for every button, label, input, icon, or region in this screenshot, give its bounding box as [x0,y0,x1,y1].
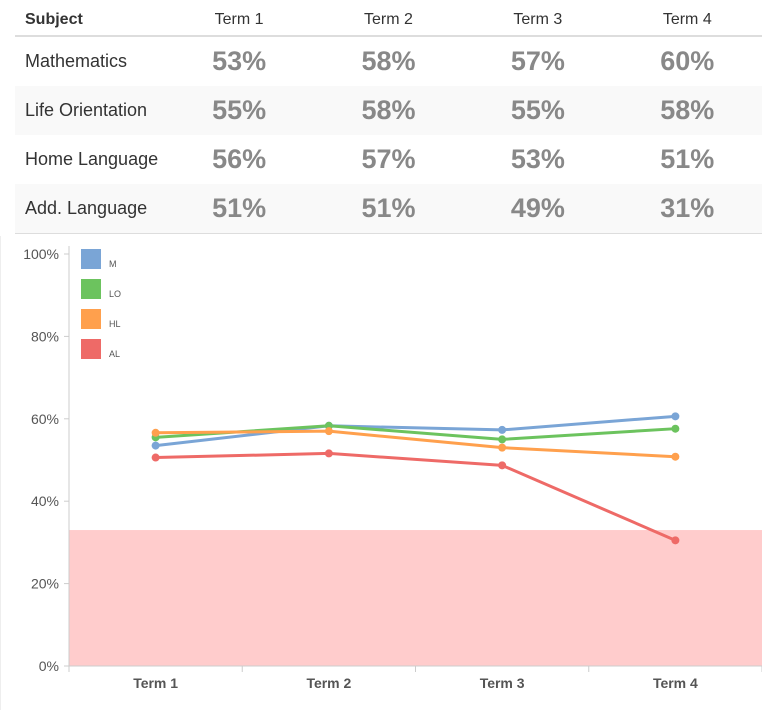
y-tick-label: 100% [23,246,59,262]
series-line-hl [155,429,676,459]
score-cell: 53% [212,46,267,76]
data-point-hl [671,452,680,461]
score-cell: 57% [510,46,565,76]
x-tick-label: Term 4 [653,675,698,691]
data-point-al [498,461,507,470]
series-points [151,412,680,545]
data-point-hl [498,443,507,452]
subject-name: Life Orientation [15,86,165,135]
x-tick-label: Term 1 [133,675,178,691]
threshold-band-layer [69,530,762,666]
score-cell: 49% [463,184,613,234]
table-header-row: Subject Term 1 Term 2 Term 3 Term 4 [15,4,762,37]
score-cell: 55% [164,86,314,135]
data-point-lo [498,435,507,444]
data-point-m [498,425,507,434]
data-point-lo [671,424,680,433]
score-cell: 58% [313,86,464,135]
x-tick-label: Term 2 [306,675,351,691]
series-line-al [155,451,676,542]
series-line-m [155,414,676,448]
header-term-4: Term 4 [612,4,762,37]
y-tick-label: 0% [39,658,59,674]
y-tick-label: 20% [31,576,59,592]
score-cell: 53% [510,144,565,174]
score-cell: 57% [361,144,416,174]
score-cell: 56% [212,144,267,174]
legend-swatch-lo [81,279,101,299]
data-point-al [324,449,333,458]
table-row: Life Orientation 55% 58% 55% 58% [15,86,762,135]
y-tick-label: 80% [31,328,59,344]
scores-table: Subject Term 1 Term 2 Term 3 Term 4 Math… [15,4,762,234]
data-point-al [671,536,680,545]
header-term-3: Term 3 [463,4,613,37]
legend-label-hl: HL [109,319,121,329]
table-row: Mathematics 53% 58% 57% 60% [15,36,762,86]
axes: 100% 80% 60% 40% 20% 0% Term 1 Term 2 Term 3 Term… [23,246,762,691]
panel-border [0,236,1,710]
data-point-hl [151,428,160,437]
subject-name: Add. Language [15,184,165,234]
legend: M LO HL AL [81,249,121,359]
data-point-hl [324,427,333,436]
score-cell: 51% [313,184,464,234]
legend-swatch-m [81,249,101,269]
y-tick-label: 60% [31,411,59,427]
legend-label-m: M [109,259,117,269]
score-cell: 58% [361,46,416,76]
header-subject: Subject [15,4,165,37]
score-cell: 58% [612,86,762,135]
legend-swatch-hl [81,309,101,329]
legend-label-al: AL [109,349,120,359]
score-cell: 55% [463,86,613,135]
legend-swatch-al [81,339,101,359]
table-row: Add. Language 51% 51% 49% 31% [15,184,762,234]
score-cell: 51% [164,184,314,234]
data-point-al [151,453,160,462]
header-term-1: Term 1 [164,4,314,37]
threshold-band [69,530,762,666]
series-lines [155,414,676,542]
data-point-m [151,441,160,450]
score-cell: 51% [660,144,715,174]
data-point-m [671,412,680,421]
y-tick-label: 40% [31,493,59,509]
score-cell: 31% [612,184,762,234]
x-tick-label: Term 3 [480,675,525,691]
subject-name: Mathematics [25,51,128,71]
subject-name: Home Language [25,149,159,169]
legend-label-lo: LO [109,289,121,299]
score-cell: 60% [660,46,715,76]
header-term-2: Term 2 [313,4,464,37]
table-row: Home Language 56% 57% 53% 51% [15,135,762,184]
term-trend-chart: 100% 80% 60% 40% 20% 0% Term 1 Term 2 Term 3 Term… [23,246,762,691]
